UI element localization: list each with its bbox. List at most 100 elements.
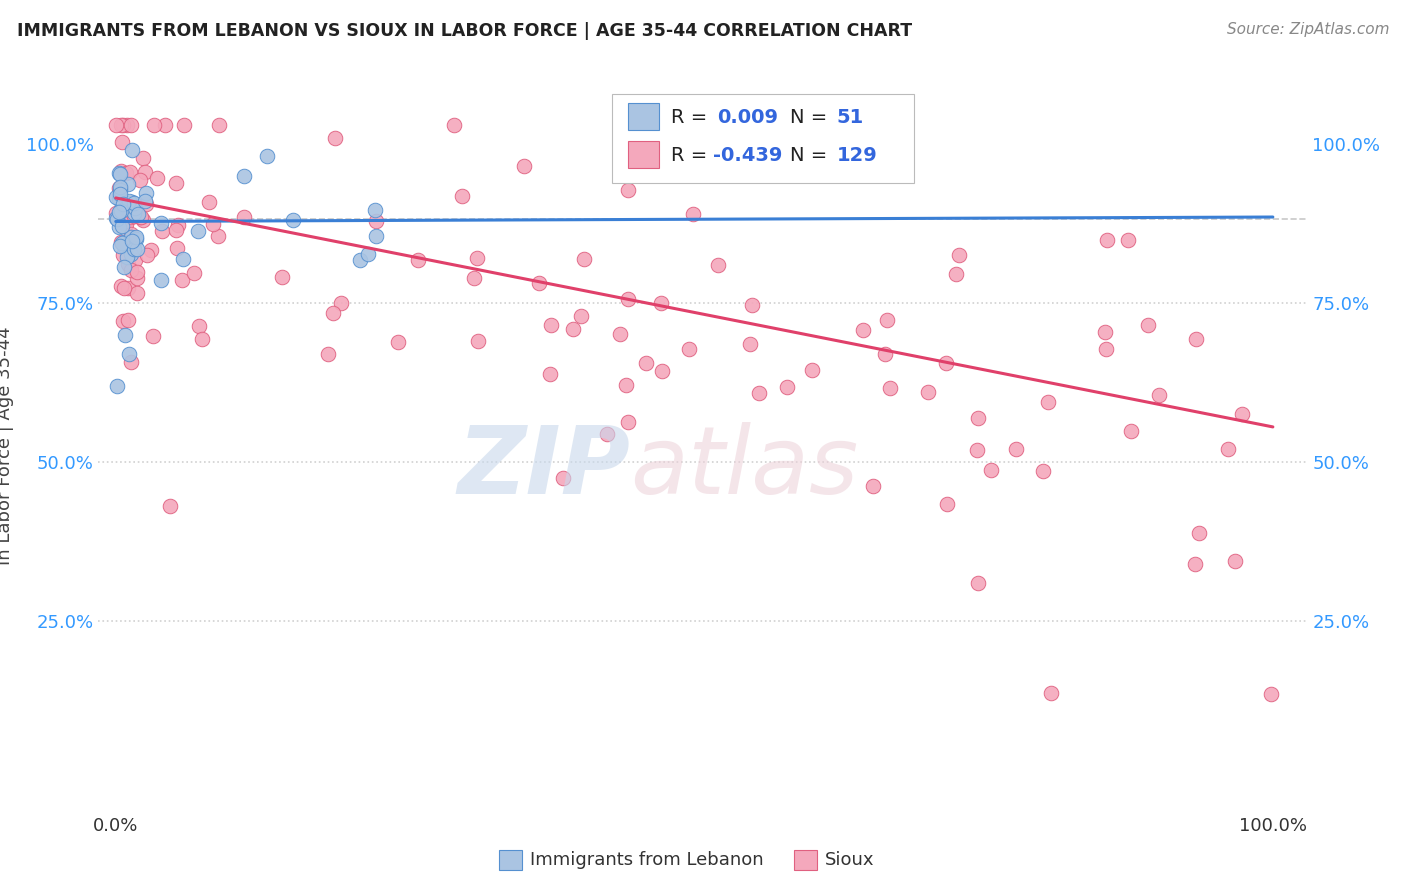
Point <box>316 347 339 361</box>
Point <box>105 190 128 204</box>
Point <box>121 234 143 248</box>
Point <box>207 118 229 132</box>
Point <box>1118 233 1140 247</box>
Point <box>202 217 225 231</box>
Point <box>114 166 136 180</box>
Point <box>357 246 380 260</box>
Point <box>143 118 166 132</box>
Point <box>120 262 142 277</box>
Point <box>572 252 595 266</box>
Point <box>776 380 799 394</box>
Text: ZIP: ZIP <box>457 422 630 514</box>
Point <box>127 265 149 279</box>
Point <box>1218 442 1240 456</box>
Point <box>124 201 146 215</box>
Point <box>129 210 152 224</box>
Point <box>1095 233 1118 247</box>
Point <box>132 151 155 165</box>
Point <box>117 313 139 327</box>
Point <box>614 377 637 392</box>
Point <box>364 203 387 218</box>
Point <box>256 149 278 163</box>
Point <box>349 253 371 268</box>
Point <box>609 327 631 342</box>
Point <box>134 165 156 179</box>
Point <box>1119 424 1142 438</box>
Point <box>105 211 128 226</box>
Point <box>134 194 156 208</box>
Point <box>149 217 172 231</box>
Point <box>110 203 132 218</box>
Point <box>682 207 704 221</box>
Point <box>115 118 138 132</box>
Point <box>112 118 135 132</box>
Point <box>139 243 162 257</box>
Point <box>330 295 353 310</box>
Point <box>124 252 146 267</box>
Point <box>125 231 148 245</box>
Point <box>105 205 128 219</box>
Point <box>108 239 131 253</box>
Point <box>1039 686 1062 700</box>
Point <box>1094 325 1116 339</box>
Point <box>1188 525 1211 540</box>
Text: N =: N = <box>790 145 827 165</box>
Point <box>150 273 173 287</box>
Point <box>112 197 135 211</box>
Point <box>122 206 145 220</box>
Point <box>112 235 135 249</box>
Point <box>114 217 136 231</box>
Point <box>122 196 145 211</box>
Point <box>188 319 211 334</box>
Point <box>270 269 292 284</box>
Point <box>366 213 388 227</box>
Point <box>463 271 485 285</box>
Text: Sioux: Sioux <box>825 851 875 869</box>
Point <box>1137 318 1160 332</box>
Point <box>187 224 209 238</box>
Point <box>325 131 347 145</box>
Point <box>173 118 195 132</box>
Point <box>540 318 562 332</box>
Point <box>159 499 181 513</box>
Point <box>124 230 146 244</box>
Point <box>322 306 344 320</box>
Point <box>124 243 146 257</box>
Point <box>617 183 640 197</box>
Text: 0.009: 0.009 <box>717 108 778 128</box>
Point <box>966 411 988 425</box>
Point <box>443 118 465 132</box>
Point <box>513 159 536 173</box>
Point <box>122 209 145 223</box>
Point <box>117 281 139 295</box>
Point <box>387 335 409 350</box>
Point <box>741 297 763 311</box>
Point <box>596 426 619 441</box>
Point <box>852 323 875 337</box>
Point <box>165 176 187 190</box>
Point <box>233 169 256 183</box>
Point <box>108 181 131 195</box>
Point <box>617 415 640 429</box>
Text: R =: R = <box>671 145 707 165</box>
Point <box>172 252 194 266</box>
Point <box>121 143 143 157</box>
Point <box>115 251 138 265</box>
Point <box>1184 558 1206 572</box>
Point <box>150 224 173 238</box>
Point <box>948 247 970 261</box>
Point <box>120 229 142 244</box>
Point <box>966 442 988 457</box>
Point <box>1095 343 1118 357</box>
Point <box>1260 687 1282 701</box>
Point <box>873 347 896 361</box>
Point <box>125 286 148 301</box>
Point <box>651 364 673 378</box>
Point <box>738 336 761 351</box>
Point <box>935 356 957 370</box>
Point <box>862 479 884 493</box>
Point <box>1230 407 1253 421</box>
Point <box>127 242 149 256</box>
Point <box>198 194 221 209</box>
Text: R =: R = <box>671 108 707 128</box>
